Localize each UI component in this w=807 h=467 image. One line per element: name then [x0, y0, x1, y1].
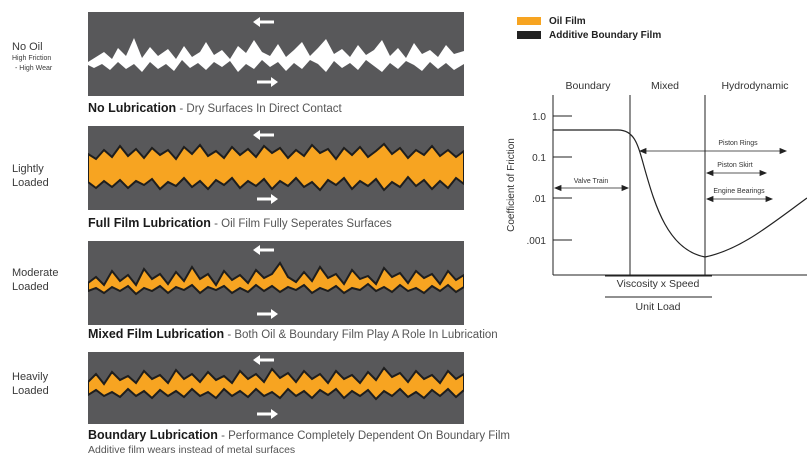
- side-label-line: High Friction: [12, 55, 52, 62]
- caption-desc: - Both Oil & Boundary Film Play A Role I…: [224, 329, 498, 341]
- caption-title: No Lubrication: [88, 101, 177, 115]
- side-label-line: No Oil: [12, 41, 43, 53]
- region-label-mixed: Mixed: [651, 80, 679, 92]
- caption-no-lubrication: No Lubrication - Dry Surfaces In Direct …: [88, 101, 342, 115]
- side-label-moderate-loaded: Moderate Loaded: [12, 266, 58, 294]
- panel-full-film: [88, 126, 464, 210]
- side-label-line: Moderate: [12, 267, 59, 279]
- annotation-arrows: [553, 147, 788, 203]
- caption-desc: - Oil Film Fully Seperates Surfaces: [210, 218, 392, 230]
- contact-gap: [88, 38, 464, 72]
- panel-mixed-film: [88, 241, 464, 325]
- side-label-line: Loaded: [12, 177, 49, 189]
- arrow-left-icon: [253, 245, 274, 255]
- y-tick-label: .01: [532, 194, 546, 205]
- region-label-boundary: Boundary: [566, 80, 612, 92]
- oil-film: [88, 261, 464, 296]
- side-label-no-oil: No Oil High Friction - High Wear: [12, 40, 52, 74]
- arrow-left-icon: [253, 355, 274, 365]
- annotation-engine-bearings: Engine Bearings: [713, 188, 765, 195]
- caption-title: Mixed Film Lubrication: [88, 327, 225, 341]
- y-tick-label: 1.0: [532, 112, 546, 123]
- caption-title: Full Film Lubrication: [88, 216, 211, 230]
- annotation-piston-rings: Piston Rings: [718, 140, 758, 147]
- caption-full-film: Full Film Lubrication - Oil Film Fully S…: [88, 216, 392, 230]
- side-label-lightly-loaded: Lightly Loaded: [12, 162, 49, 190]
- stribeck-diagram: Boundary Mixed Hydrodynamic 1.0 0.1 .01 …: [506, 80, 807, 313]
- legend-label: Additive Boundary Film: [549, 29, 662, 41]
- plot-frame: [552, 95, 807, 298]
- arrow-right-icon: [257, 77, 278, 87]
- side-label-line: Loaded: [12, 385, 49, 397]
- legend-swatch-film: [517, 31, 541, 39]
- panel-no-lubrication: [88, 12, 464, 96]
- legend-item-film: Additive Boundary Film: [517, 28, 661, 42]
- x-axis-label-bottom: Unit Load: [636, 301, 681, 313]
- arrow-right-icon: [257, 194, 278, 204]
- annotation-piston-skirt: Piston Skirt: [717, 162, 752, 169]
- side-label-line: Heavily: [12, 371, 49, 383]
- arrow-left-icon: [253, 130, 274, 140]
- side-label-heavily-loaded: Heavily Loaded: [12, 370, 49, 398]
- arrow-right-icon: [257, 309, 278, 319]
- legend: Oil Film Additive Boundary Film: [517, 14, 661, 42]
- annotation-valve-train: Valve Train: [574, 178, 609, 185]
- caption-desc: - Performance Completely Dependent On Bo…: [217, 430, 510, 442]
- caption-boundary: Boundary Lubrication - Performance Compl…: [88, 428, 510, 442]
- legend-item-oil: Oil Film: [517, 14, 661, 28]
- side-label-line: - High Wear: [15, 65, 53, 72]
- legend-swatch-oil: [517, 17, 541, 25]
- region-label-hydrodynamic: Hydrodynamic: [721, 80, 788, 92]
- caption-desc: - Dry Surfaces In Direct Contact: [176, 103, 342, 115]
- footnote: Additive film wears instead of metal sur…: [88, 444, 296, 456]
- y-tick-label: .001: [527, 236, 547, 247]
- panel-boundary: [88, 352, 464, 424]
- arrow-left-icon: [253, 17, 274, 27]
- side-label-line: Lightly: [12, 163, 44, 175]
- oil-film: [88, 142, 464, 192]
- side-label-line: Loaded: [12, 281, 49, 293]
- caption-title: Boundary Lubrication: [88, 428, 218, 442]
- caption-mixed-film: Mixed Film Lubrication - Both Oil & Boun…: [88, 327, 498, 341]
- x-axis-label-top: Viscosity x Speed: [617, 278, 700, 290]
- y-tick-label: 0.1: [532, 153, 546, 164]
- friction-curve: [553, 129, 807, 258]
- legend-label: Oil Film: [549, 15, 586, 27]
- y-axis-label: Coefficient of Friction: [506, 138, 517, 232]
- arrow-right-icon: [257, 409, 278, 419]
- oil-film: [88, 366, 464, 401]
